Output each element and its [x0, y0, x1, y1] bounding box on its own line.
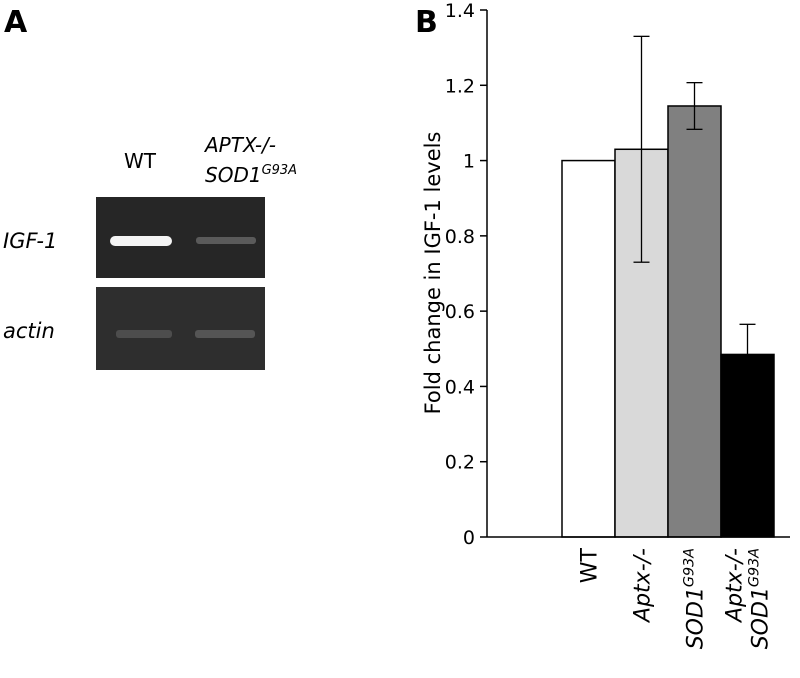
bar	[667, 105, 722, 538]
label-text: WT	[124, 149, 157, 173]
label-line: SOD1G93A	[682, 548, 709, 649]
row-label: actin	[3, 319, 55, 343]
y-tick-label: 1.2	[445, 75, 475, 97]
label-text: SOD1	[684, 587, 709, 649]
label-line: Aptx-/-	[723, 548, 748, 624]
error-bar	[686, 82, 703, 130]
label-line: SOD1G93A	[205, 163, 297, 187]
band	[116, 330, 172, 338]
band	[195, 330, 255, 338]
label-text: WT	[578, 547, 603, 583]
band	[110, 236, 172, 246]
error-bar	[633, 35, 650, 263]
label-text: APTX-/-	[203, 133, 276, 157]
label-line: Aptx-/-	[631, 548, 656, 624]
label-sup: G93A	[747, 548, 763, 587]
y-tick-label: 0.8	[445, 226, 475, 248]
y-tick-label: 1	[463, 151, 475, 173]
label-text: Aptx-/-	[631, 548, 656, 624]
y-tick-label: 0	[463, 527, 475, 549]
band	[196, 237, 256, 244]
label-line: SOD1G93A	[747, 548, 774, 649]
y-tick-label: 0.2	[445, 452, 475, 474]
panel-label: B	[415, 5, 438, 40]
label-text: SOD1	[749, 587, 774, 649]
y-tick-label: 0.6	[445, 301, 475, 323]
panel-label: A	[4, 5, 28, 40]
y-tick-label: 1.4	[445, 0, 475, 22]
label-sup: G93A	[262, 163, 298, 178]
label-line: APTX-/-	[203, 133, 276, 157]
row-label: IGF-1	[3, 229, 57, 253]
y-axis-label: Fold change in IGF-1 levels	[421, 132, 445, 415]
label-text: SOD1	[205, 163, 262, 187]
label-text: Aptx-/-	[723, 548, 748, 624]
gel-actin	[96, 287, 265, 370]
y-tick-label: 0.4	[445, 376, 475, 398]
label-line: WT	[578, 547, 603, 583]
bar	[561, 159, 616, 538]
label-line: WT	[124, 149, 157, 173]
error-bar	[739, 323, 756, 386]
label-sup: G93A	[682, 548, 698, 587]
